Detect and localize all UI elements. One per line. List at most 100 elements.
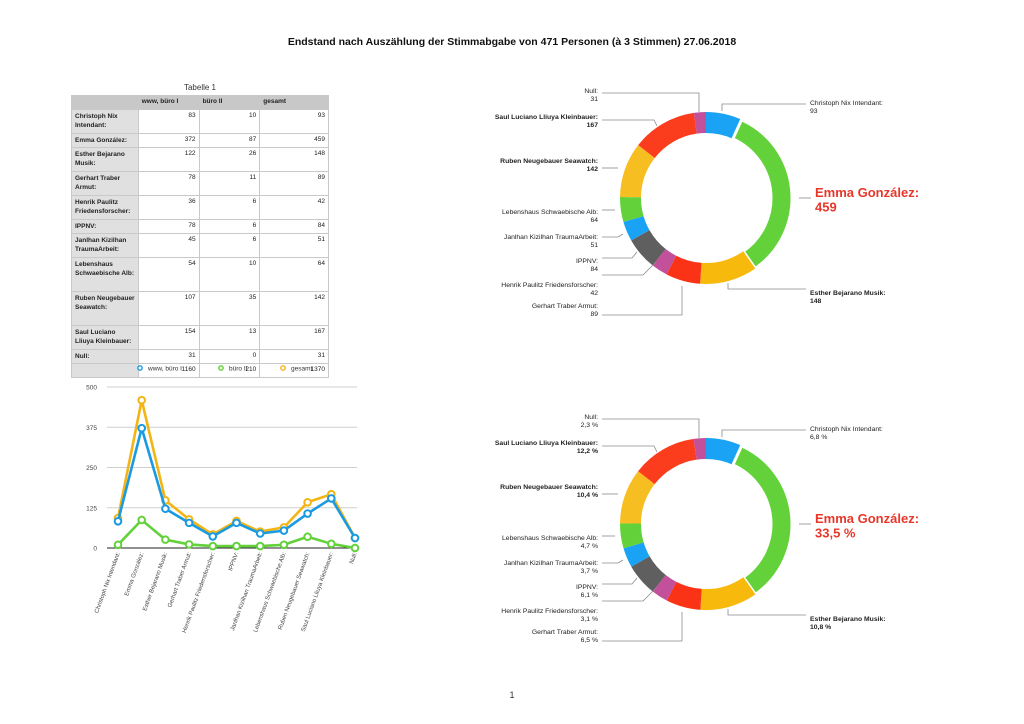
data-point [208,541,218,551]
table-row: 1160 210 1370 [71,363,329,378]
data-point [303,497,312,507]
slice-label: Lebenshaus Schwaebische Alb: [502,535,598,542]
slice-value: 142 [587,166,599,173]
data-point [161,504,170,514]
row-label: Esther Bejarano Musik: [71,147,139,172]
donut-slice [620,197,644,222]
donut-slice [693,438,706,460]
table-cell: 1370 [259,363,329,378]
slice-label: Janlhan Kizilhan TraumaArbeit: [504,234,598,241]
slice-value: 6,8 % [810,434,827,441]
leader-line [727,283,806,290]
donut-slice [666,581,702,610]
donut-slice [666,255,702,284]
slice-label: Gerhart Traber Armut: [532,303,598,310]
data-point [113,540,123,550]
table-cell: 36 [137,195,200,220]
page-number: 1 [509,690,515,700]
row-label [71,363,139,378]
donut-slice [700,251,756,284]
x-tick-label: Emma González: [124,551,145,597]
slice-label: Henrik Paulitz Friedensforscher: [501,608,598,615]
leader-line [602,587,657,602]
data-point [137,423,146,433]
slice-label: Emma González: [815,511,919,526]
leader-line [602,119,658,127]
table-cell: 10 [198,109,261,134]
slice-label: Henrik Paulitz Friedensforscher: [501,282,598,289]
slice-value: 51 [590,242,598,249]
data-point [137,395,146,405]
table-cell: 167 [259,325,329,350]
data-point [113,516,123,526]
legend-label: gesamt [291,366,313,373]
y-tick-label: 125 [86,505,97,512]
x-tick-label: Christoph Nix Intendant: [94,551,122,614]
slice-value: 459 [815,200,837,215]
row-label: Henrik Paulitz Friedensforscher: [71,195,139,220]
donut-slice [693,112,706,134]
slice-value: 167 [587,122,599,129]
data-point [303,532,312,542]
slice-label: Ruben Neugebauer Seawatch: [500,484,598,491]
donut-slice [631,230,666,266]
table-row: Saul Luciano Lliuya Kleinbauer: 154 13 167 [71,325,329,350]
results-table: www, büro I büro II gesamt Christoph Nix… [71,95,329,378]
slice-value: 84 [590,266,598,273]
row-label: IPPNV: [71,219,139,234]
slice-label: Janlhan Kizilhan TraumaArbeit: [504,560,598,567]
legend-label: büro II [229,366,248,373]
table-row: Emma González: 372 87 459 [71,133,329,148]
data-point [279,526,289,535]
leader-line [602,418,700,438]
row-label: Christoph Nix Intendant: [71,109,139,134]
donut-slice [638,438,697,485]
slice-label: IPPNV: [576,584,598,591]
page-title: Endstand nach Auszählung der Stimmabgabe… [287,36,737,48]
slice-value: 89 [590,311,598,318]
leader-line [602,233,624,238]
leader-line [602,261,657,276]
slice-value: 64 [590,217,598,224]
slice-value: 93 [810,108,818,115]
data-point [303,509,312,518]
slice-label: Null: [584,414,598,421]
slice-value: 6,1 % [581,592,598,599]
row-label: Emma González: [71,133,139,148]
x-tick-label: Gerhart Traber Armut: [167,551,193,608]
data-point [232,541,241,551]
x-tick-label: IPPNV: [228,551,240,572]
y-tick-label: 500 [86,385,97,392]
donut-slice [620,471,655,524]
data-point [208,532,218,541]
slice-label: Lebenshaus Schwaebische Alb: [502,209,598,216]
row-label: Lebenshaus Schwaebische Alb: [71,257,139,292]
leader-line [602,445,658,453]
donut-slice [706,112,742,139]
slice-label: Christoph Nix Intendant: [810,100,883,107]
table-cell: 89 [259,171,329,196]
donut-slice [638,112,697,159]
data-point [161,535,170,544]
legend-marker [280,365,286,371]
donut-slice [631,556,666,592]
table-row: Ruben Neugebauer Seawatch: 107 35 142 [71,291,329,326]
slice-label: Gerhart Traber Armut: [532,629,598,636]
table-header-row: www, büro I büro II gesamt [71,95,329,110]
donut-slice [652,575,677,601]
slice-label: Esther Bejarano Musik: [810,616,886,623]
table-cell: 122 [137,147,200,172]
data-point [232,518,241,528]
data-point [184,518,194,528]
y-tick-label: 0 [93,546,97,553]
table-row: Henrik Paulitz Friedensforscher: 36 6 42 [71,195,329,220]
row-label: Null: [71,349,139,364]
slice-label: Ruben Neugebauer Seawatch: [500,158,598,165]
table-cell: 78 [137,171,200,196]
slice-value: 10,8 % [810,624,831,631]
leader-line [602,577,638,585]
leader-line [602,251,638,259]
table-row: Null: 31 0 31 [71,349,329,364]
leader-line [727,609,806,616]
